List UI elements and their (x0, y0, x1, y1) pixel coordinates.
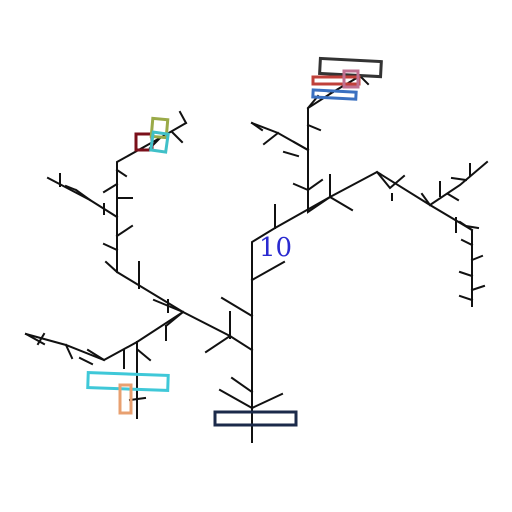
cyan-box (86, 371, 170, 392)
highlight-boxes (86, 56, 383, 427)
blue-box (311, 88, 358, 101)
orange-box (118, 383, 133, 415)
pink-box (342, 69, 360, 89)
navy-box (213, 410, 298, 427)
node-label: 10 (259, 233, 292, 263)
charcoal-box (318, 56, 383, 79)
olive-box (149, 116, 170, 140)
teal-box (149, 130, 170, 154)
